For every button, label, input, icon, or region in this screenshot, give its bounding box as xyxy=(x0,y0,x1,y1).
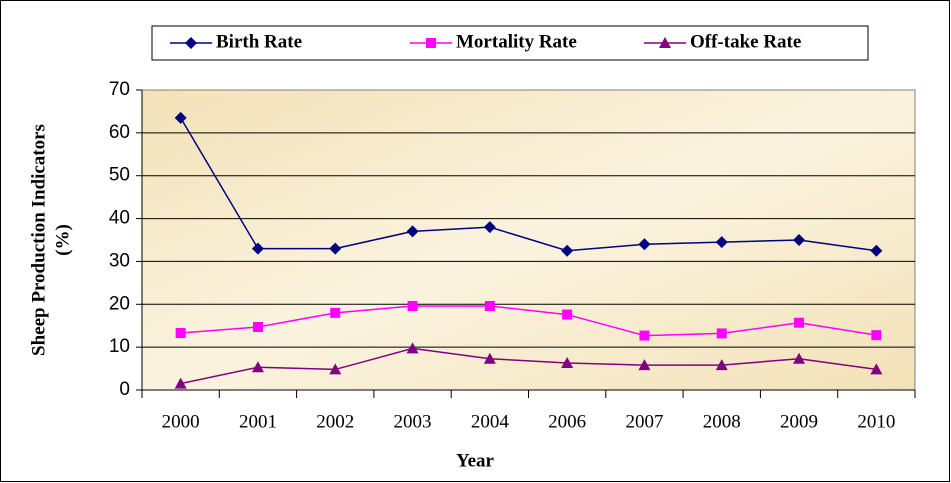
data-point xyxy=(715,359,728,371)
data-point xyxy=(174,377,187,389)
legend-marker xyxy=(185,37,197,49)
y-tick-label: 20 xyxy=(109,293,130,314)
x-tick-label: 2004 xyxy=(471,411,510,432)
legend-marker xyxy=(659,37,671,48)
x-axis-title: Year xyxy=(456,450,495,471)
series-line xyxy=(180,347,877,385)
data-point xyxy=(484,301,495,311)
x-tick-label: 2006 xyxy=(548,411,586,432)
y-tick-label: 70 xyxy=(109,79,130,100)
data-point xyxy=(561,244,574,257)
data-point xyxy=(793,234,806,246)
legend-label: Off-take Rate xyxy=(690,31,801,52)
data-point xyxy=(251,361,264,373)
data-point xyxy=(251,242,264,255)
x-tick-label: 2000 xyxy=(162,411,200,432)
data-point xyxy=(716,328,727,339)
x-tick-label: 2008 xyxy=(703,411,741,432)
data-point xyxy=(870,363,883,375)
data-point xyxy=(794,317,805,328)
data-point xyxy=(793,352,806,364)
y-axis-title: (%) xyxy=(52,224,73,256)
data-point xyxy=(561,357,574,368)
x-tick-label: 2007 xyxy=(625,411,663,432)
y-tick-label: 10 xyxy=(109,336,130,357)
data-point xyxy=(483,352,496,364)
data-point xyxy=(639,330,650,341)
x-tick-label: 2010 xyxy=(857,411,895,432)
data-point xyxy=(406,225,419,238)
data-point xyxy=(871,330,882,341)
x-tick-label: 2009 xyxy=(780,411,818,432)
data-point xyxy=(870,244,883,257)
data-point xyxy=(638,359,651,371)
data-point xyxy=(562,309,573,320)
legend-label: Birth Rate xyxy=(216,31,302,52)
data-point xyxy=(407,301,418,311)
y-tick-label: 30 xyxy=(109,250,130,271)
y-tick-label: 60 xyxy=(109,122,130,143)
data-point xyxy=(329,242,342,255)
series-line xyxy=(180,305,877,337)
data-point xyxy=(715,236,728,249)
data-point xyxy=(406,342,419,354)
data-point xyxy=(175,328,186,338)
data-point xyxy=(329,363,342,375)
y-axis-title: Sheep Production Indicators xyxy=(28,124,49,356)
legend-marker xyxy=(426,38,436,48)
legend-label: Mortality Rate xyxy=(456,31,577,52)
x-tick-label: 2001 xyxy=(239,411,277,432)
x-tick-label: 2002 xyxy=(316,411,354,432)
x-tick-label: 2003 xyxy=(394,411,432,432)
legend xyxy=(151,25,869,61)
data-point xyxy=(174,111,187,124)
y-tick-label: 0 xyxy=(119,379,130,400)
data-point xyxy=(483,221,496,234)
series-line xyxy=(180,117,877,252)
y-tick-label: 50 xyxy=(109,165,130,186)
data-point xyxy=(252,322,263,332)
y-tick-label: 40 xyxy=(109,208,130,229)
data-point xyxy=(638,238,651,251)
data-point xyxy=(330,307,341,318)
